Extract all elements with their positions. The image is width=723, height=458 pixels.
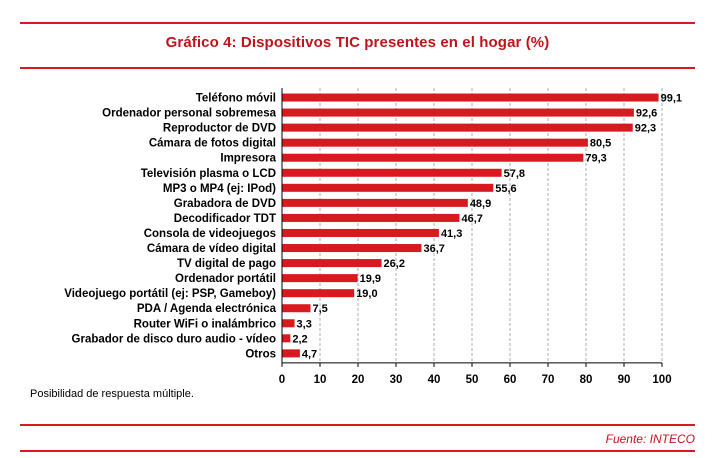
top-rule: [20, 22, 695, 24]
data-label: 41,3: [441, 228, 462, 240]
data-label: 99,1: [661, 93, 682, 105]
bar: [282, 334, 291, 343]
data-label: 55,6: [495, 183, 516, 195]
x-tick-label: 40: [428, 374, 441, 386]
footnote: Posibilidad de respuesta múltiple.: [30, 388, 194, 400]
category-label: Reproductor de DVD: [163, 123, 276, 135]
bar: [282, 108, 634, 117]
data-label: 92,6: [636, 108, 657, 120]
data-label: 3,3: [297, 318, 312, 330]
category-label: PDA / Agenda electrónica: [137, 303, 277, 315]
bar: [282, 289, 355, 298]
x-tick-label: 50: [466, 374, 479, 386]
bar: [282, 319, 295, 328]
bar-chart: Teléfono móvil 99,1 Ordenador personal sob…: [64, 88, 682, 386]
data-label: 19,9: [360, 273, 381, 285]
bottom-rule: [20, 450, 695, 452]
data-label: 19,0: [356, 288, 377, 300]
bar: [282, 228, 439, 237]
data-label: 4,7: [302, 348, 317, 360]
bar: [282, 93, 659, 102]
x-tick-label: 70: [542, 374, 555, 386]
x-tick-label: 30: [390, 374, 403, 386]
category-label: MP3 o MP4 (ej: IPod): [163, 183, 276, 195]
bottom-rule-top: [20, 424, 695, 426]
data-label: 46,7: [461, 213, 482, 225]
source-label: Fuente: INTECO: [605, 432, 695, 446]
category-label: Teléfono móvil: [196, 93, 276, 105]
category-label: Decodificador TDT: [174, 213, 276, 225]
x-tick-label: 100: [652, 374, 671, 386]
data-label: 36,7: [423, 243, 444, 255]
category-label: Videojuego portátil (ej: PSP, Gameboy): [64, 288, 276, 300]
x-tick-label: 90: [618, 374, 631, 386]
category-label: Grabador de disco duro audio - vídeo: [72, 333, 276, 345]
category-label: Cámara de vídeo digital: [147, 243, 276, 255]
category-label: Ordenador personal sobremesa: [102, 108, 276, 120]
category-label: Ordenador portátil: [175, 273, 276, 285]
title-rule: [20, 67, 695, 69]
bar: [282, 213, 460, 222]
data-label: 26,2: [384, 258, 405, 270]
data-label: 79,3: [585, 153, 606, 165]
category-label: Cámara de fotos digital: [149, 138, 276, 150]
x-tick-label: 80: [580, 374, 593, 386]
category-label: Televisión plasma o LCD: [141, 168, 276, 180]
bar: [282, 304, 311, 313]
bar: [282, 244, 422, 253]
bar: [282, 138, 588, 147]
x-tick-label: 10: [314, 374, 327, 386]
data-label: 2,2: [292, 333, 307, 345]
bar: [282, 259, 382, 268]
x-tick-label: 0: [279, 374, 285, 386]
data-label: 48,9: [470, 198, 491, 210]
bar: [282, 274, 358, 283]
category-label: Router WiFi o inalámbrico: [134, 318, 276, 330]
bar: [282, 183, 494, 192]
category-label: Grabadora de DVD: [174, 198, 276, 210]
data-label: 80,5: [590, 138, 611, 150]
category-label: Impresora: [220, 153, 276, 165]
category-label: Otros: [245, 348, 276, 360]
x-tick-label: 20: [352, 374, 365, 386]
bar: [282, 153, 584, 162]
data-label: 92,3: [635, 123, 656, 135]
x-tick-label: 60: [504, 374, 517, 386]
bar: [282, 349, 300, 358]
chart-title: Gráfico 4: Dispositivos TIC presentes en…: [165, 34, 550, 51]
data-label: 57,8: [504, 168, 525, 180]
bar: [282, 123, 633, 132]
category-label: TV digital de pago: [177, 258, 276, 270]
bar: [282, 168, 502, 177]
bar: [282, 198, 468, 207]
data-label: 7,5: [313, 303, 328, 315]
category-label: Consola de videojuegos: [144, 228, 276, 240]
